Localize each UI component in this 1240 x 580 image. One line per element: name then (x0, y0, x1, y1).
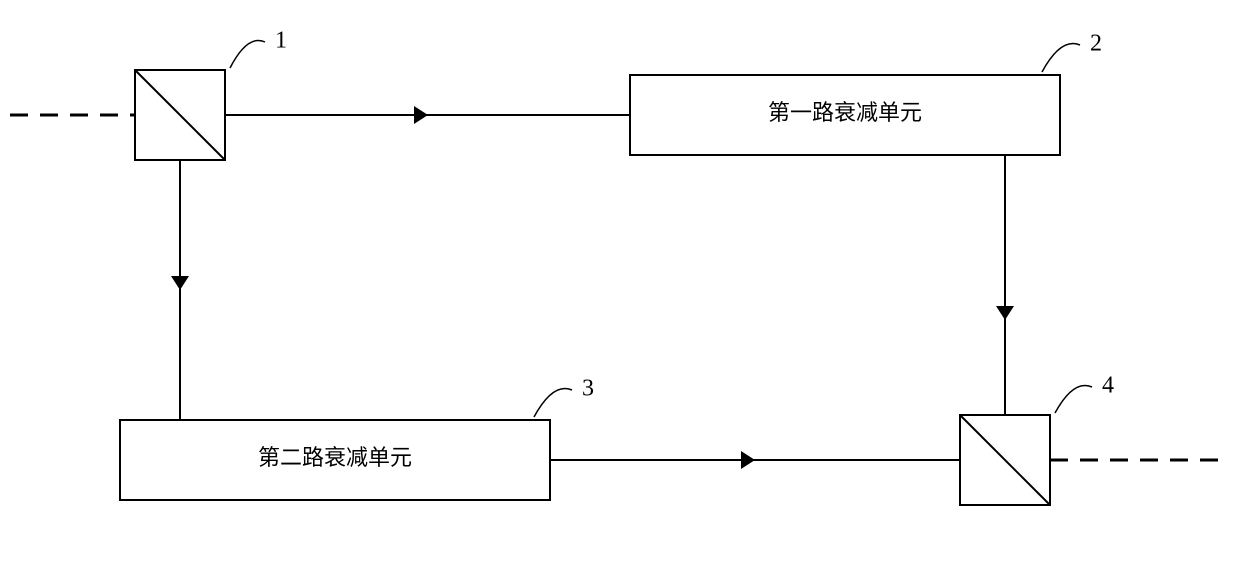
atten1-label: 第一路衰减单元 (768, 100, 922, 125)
combiner4-ref: 4 (1102, 373, 1114, 399)
splitter1-ref: 1 (275, 28, 287, 54)
atten1-ref: 2 (1090, 31, 1102, 57)
atten2-label: 第二路衰减单元 (258, 445, 412, 470)
atten2-ref: 3 (582, 376, 594, 402)
canvas-bg (0, 0, 1240, 580)
